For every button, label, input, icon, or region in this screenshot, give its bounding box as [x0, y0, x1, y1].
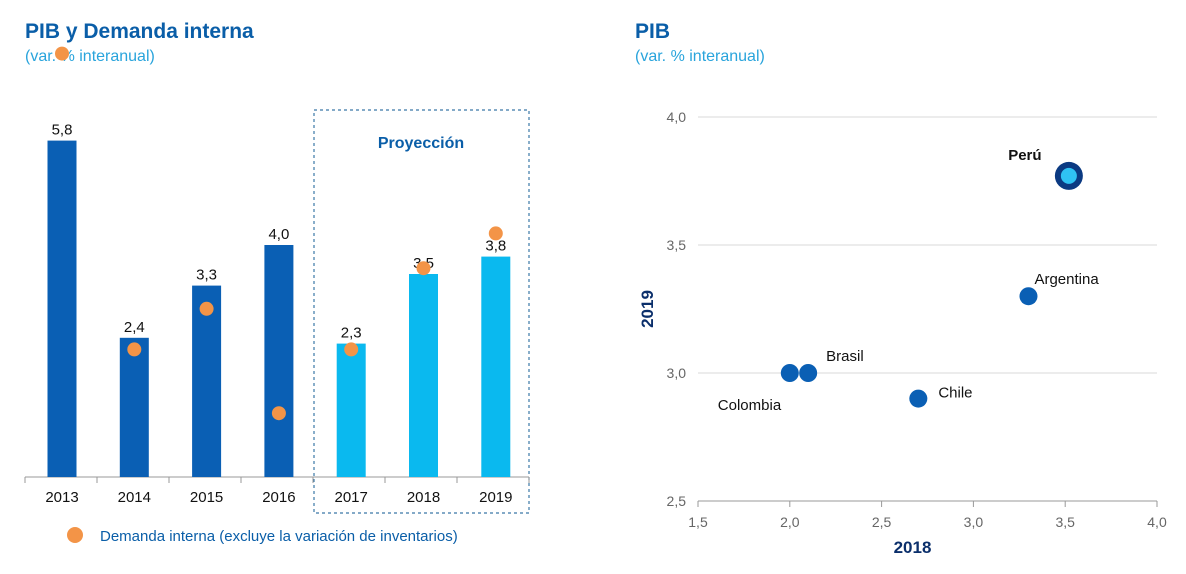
bar-2016	[264, 245, 294, 477]
bar-2017	[336, 343, 366, 477]
bar-2013	[47, 140, 77, 477]
scatter-chart-title: PIB	[635, 20, 671, 43]
point-per	[1060, 167, 1077, 184]
demand-dot-2014	[127, 342, 142, 357]
point-label-chile: Chile	[938, 385, 972, 402]
demand-dot-2015	[199, 301, 214, 316]
bar-value-label-2014: 2,4	[124, 319, 145, 336]
bar-x-tick-label-2018: 2018	[407, 489, 440, 506]
point-label-brasil: Brasil	[826, 348, 864, 365]
point-chile	[909, 389, 928, 408]
scatter-x-tick-labels: 1,5 2,0 2,5 3,0 3,5 4,0	[688, 514, 1167, 530]
demand-dot-2016	[271, 406, 286, 421]
scatter-point-labels: Perú Argentina Brasil Colombia Chile	[718, 147, 1100, 414]
bar-chart-svg: Proyección 5,82,43,34,02,33,53,8 2013201…	[24, 46, 530, 545]
scatter-y-tick-label: 3,0	[667, 365, 687, 381]
bar-2018	[409, 274, 438, 477]
demand-dot-2017	[344, 342, 359, 357]
scatter-y-tick-label: 3,5	[667, 237, 687, 253]
scatter-y-axis-title: 2019	[638, 290, 657, 328]
demand-dot-2013	[55, 46, 69, 61]
projection-box	[313, 109, 530, 514]
scatter-x-tick-label: 3,5	[1055, 514, 1075, 530]
legend-dot	[67, 527, 83, 543]
demand-dot-2018	[416, 261, 431, 276]
bar-chart-title: PIB y Demanda interna	[25, 20, 254, 43]
scatter-y-tick-label: 2,5	[667, 493, 687, 509]
bar-2019	[481, 256, 511, 477]
bar-value-label-2019: 3,8	[485, 238, 506, 255]
demand-dot-2019	[488, 226, 503, 241]
bar-value-label-2015: 3,3	[196, 267, 217, 284]
scatter-x-tick-label: 4,0	[1147, 514, 1167, 530]
bar-x-tick-labels: 2013 2014 2015 2016 2017 2018 2019	[45, 489, 512, 506]
scatter-x-tick-label: 2,5	[872, 514, 892, 530]
bar-x-tick-label-2019: 2019	[479, 489, 512, 506]
demand-dot-series	[55, 46, 503, 421]
scatter-points	[780, 161, 1083, 408]
scatter-y-tick-labels: 2,5 3,0 3,5 4,0	[667, 109, 687, 509]
bar-x-tick-label-2013: 2013	[45, 489, 78, 506]
scatter-chart-panel: PIB (var. % interanual) 2,5 3,0 3,5 4,0 1,5…	[600, 0, 1186, 574]
bar-x-tick-label-2017: 2017	[335, 489, 368, 506]
bar-2014	[119, 337, 149, 477]
point-brasil	[799, 364, 818, 382]
bar-2015	[192, 285, 222, 477]
scatter-x-tick-label: 3,0	[964, 514, 984, 530]
point-argentina	[1019, 287, 1038, 306]
legend-label: Demanda interna (excluye la variación de…	[100, 528, 458, 545]
bar-value-label-2017: 2,3	[341, 325, 362, 342]
bar-x-tick-label-2014: 2014	[118, 489, 151, 506]
scatter-chart-subtitle: (var. % interanual)	[635, 48, 765, 65]
scatter-x-tick-label: 1,5	[688, 514, 708, 530]
scatter-x-axis-title: 2018	[894, 538, 932, 557]
point-label-colombia: Colombia	[718, 397, 782, 414]
point-label-argentina: Argentina	[1034, 271, 1099, 288]
scatter-x-tick-label: 2,0	[780, 514, 800, 530]
bar-x-axis	[24, 476, 530, 483]
bar-value-label-2013: 5,8	[52, 122, 73, 139]
bar-chart-panel: PIB y Demanda interna (var. % interanual…	[0, 0, 560, 574]
bar-value-label-2016: 4,0	[268, 226, 289, 243]
scatter-y-tick-label: 4,0	[667, 109, 687, 125]
projection-label: Proyección	[378, 135, 464, 152]
bar-series	[47, 140, 511, 477]
point-label-per: Perú	[1008, 147, 1041, 164]
point-colombia	[780, 364, 799, 382]
scatter-chart-svg: 2,5 3,0 3,5 4,0 1,5 2,0 2,5 3,0 3,5 4,0 Perú Arge…	[638, 109, 1167, 557]
scatter-gridlines	[697, 116, 1158, 507]
bar-x-tick-label-2015: 2015	[190, 489, 223, 506]
bar-x-tick-label-2016: 2016	[262, 489, 295, 506]
